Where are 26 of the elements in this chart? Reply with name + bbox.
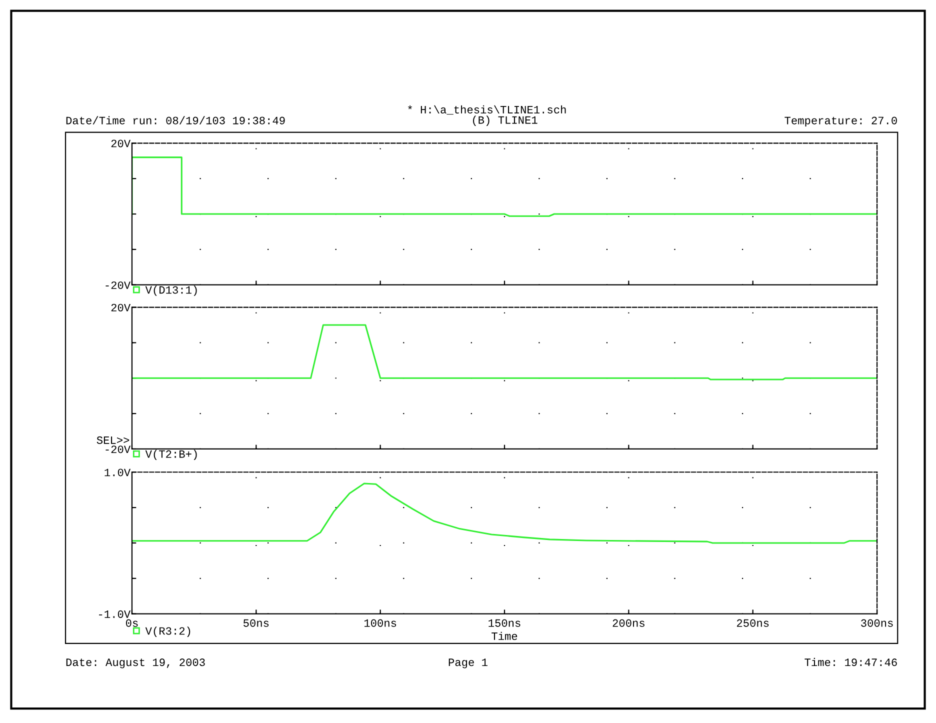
y-tick-label: -20V xyxy=(106,281,131,289)
x-tick-label: 300ns xyxy=(861,619,893,627)
y-tick-label: -20V xyxy=(106,446,131,454)
chart-title: (B) TLINE1 xyxy=(473,116,538,126)
text: Page 1 xyxy=(448,658,488,668)
y-tick-label: -1.0V xyxy=(99,610,131,618)
legend-label: V(T2:B+) xyxy=(145,450,197,460)
y-tick-label: 20V xyxy=(111,140,131,148)
x-tick-label: 50ns xyxy=(244,619,269,627)
y-tick-label: 20V xyxy=(111,304,131,312)
x-tick-label: 0s xyxy=(126,619,138,627)
x-tick-label: 250ns xyxy=(736,619,769,627)
text: * H:\a_thesis\TLINE1.sch xyxy=(408,105,566,115)
text: SEL>> xyxy=(96,436,130,444)
text: Date: August 19, 2003 xyxy=(66,658,205,668)
x-tick-label: 200ns xyxy=(612,619,644,627)
line-series xyxy=(132,482,878,544)
legend-label: V(R3:2) xyxy=(145,626,190,637)
y-tick-label: 1.0V xyxy=(104,468,131,476)
text: Time: 19:47:46 xyxy=(804,658,897,666)
text: Date/Time run: 08/19/103 19:38:49 xyxy=(66,116,285,124)
legend-label: V(D13:1) xyxy=(145,286,197,296)
x-tick-label: 100ns xyxy=(364,619,396,627)
x-tick-label: 150ns xyxy=(488,619,520,627)
text: Temperature: 27.0 xyxy=(784,116,897,127)
x-axis-title: Time xyxy=(492,632,518,640)
